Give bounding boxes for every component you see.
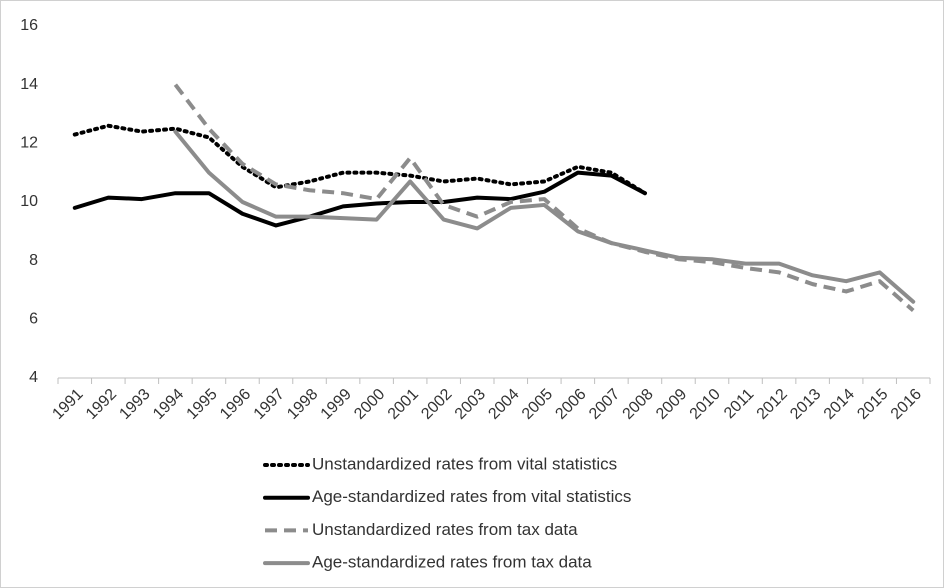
y-tick-label: 8 [29, 252, 38, 269]
legend-label: Age-standardized rates from tax data [312, 553, 592, 572]
series-line [72, 123, 647, 196]
y-tick-label: 14 [20, 76, 38, 93]
legend-label: Age-standardized rates from vital statis… [312, 487, 631, 506]
y-tick-label: 10 [20, 193, 38, 210]
y-tick-label: 6 [29, 311, 38, 328]
series-line [173, 129, 916, 304]
y-tick-label: 12 [20, 135, 38, 152]
y-tick-label: 16 [20, 17, 38, 34]
legend-label: Unstandardized rates from vital statisti… [312, 454, 617, 473]
series-line [72, 170, 647, 228]
legend-label: Unstandardized rates from tax data [312, 520, 578, 539]
y-tick-label: 4 [29, 369, 38, 386]
series-line [173, 83, 915, 313]
